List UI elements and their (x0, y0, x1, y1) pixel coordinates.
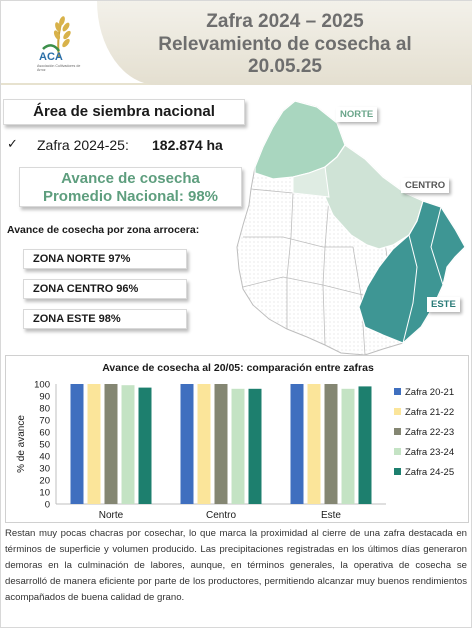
zafra-row: ✓ Zafra 2024-25: 182.874 ha (7, 136, 247, 156)
bar-norte-2 (87, 384, 101, 504)
y-tick-label: 70 (39, 416, 50, 427)
bar-norte-4 (121, 385, 135, 504)
avance-line-1: Avance de cosecha (61, 170, 200, 187)
zona-centro-box: ZONA CENTRO 96% (23, 279, 187, 299)
bar-centro-1 (180, 384, 194, 504)
bar-centro-5 (248, 388, 262, 504)
zona-norte-box: ZONA NORTE 97% (23, 249, 187, 269)
bar-centro-4 (231, 388, 245, 504)
bar-este-2 (307, 384, 321, 504)
x-tick-label: Centro (206, 510, 236, 521)
bar-este-3 (324, 384, 338, 504)
logo-subtext: Asociación Cultivadores de Arroz (37, 64, 81, 72)
legend-swatch (394, 428, 401, 435)
bar-centro-2 (197, 384, 211, 504)
legend-label: Zafra 21-22 (405, 407, 454, 418)
x-tick-label: Norte (99, 510, 124, 521)
legend-label: Zafra 22-23 (405, 427, 454, 438)
map-label-este: ESTE (427, 297, 460, 312)
header-band (97, 1, 472, 85)
page-title-line-3: 20.05.25 (248, 56, 322, 77)
uruguay-map (236, 100, 466, 356)
chart-panel: Avance de cosecha al 20/05: comparación … (5, 355, 469, 523)
legend-label: Zafra 24-25 (405, 467, 454, 478)
y-tick-label: 90 (39, 392, 50, 403)
bar-norte-5 (138, 387, 152, 504)
legend-swatch (394, 408, 401, 415)
bar-norte-1 (70, 384, 84, 504)
legend-swatch (394, 448, 401, 455)
avance-line-2: Promedio Nacional: 98% (42, 188, 219, 205)
bar-norte-3 (104, 384, 118, 504)
map-label-centro: CENTRO (401, 178, 450, 193)
legend-swatch (394, 388, 401, 395)
chart-title: Avance de cosecha al 20/05: comparación … (102, 362, 374, 374)
page-title-line-2: Relevamiento de cosecha al (158, 34, 412, 55)
x-tick-label: Este (321, 510, 341, 521)
logo-text: ACA (39, 51, 63, 63)
bar-chart: Avance de cosecha al 20/05: comparación … (16, 362, 454, 521)
y-tick-label: 100 (34, 380, 50, 391)
zafra-label: Zafra 2024-25: (37, 137, 129, 153)
zona-heading: Avance de cosecha por zona arrocera: (7, 224, 200, 236)
header: ACA Asociación Cultivadores de Arroz Zaf… (1, 1, 472, 85)
y-axis-label: % de avance (16, 415, 27, 473)
map-label-norte: NORTE (336, 107, 378, 122)
legend-label: Zafra 23-24 (405, 447, 454, 458)
bar-este-1 (290, 384, 304, 504)
bar-centro-3 (214, 384, 228, 504)
y-tick-label: 0 (45, 500, 50, 511)
zona-este-box: ZONA ESTE 98% (23, 309, 187, 329)
y-tick-label: 80 (39, 404, 50, 415)
y-tick-label: 30 (39, 464, 50, 475)
check-icon: ✓ (7, 136, 18, 151)
page-title-line-1: Zafra 2024 – 2025 (206, 11, 364, 32)
y-tick-label: 10 (39, 488, 50, 499)
bar-este-4 (341, 388, 355, 504)
y-tick-label: 40 (39, 452, 50, 463)
summary-paragraph: Restan muy pocas chacras por cosechar, l… (5, 528, 467, 603)
legend-label: Zafra 20-21 (405, 387, 454, 398)
avance-promedio-box: Avance de cosecha Promedio Nacional: 98% (19, 167, 242, 207)
area-heading: Área de siembra nacional (3, 99, 245, 125)
y-tick-label: 20 (39, 476, 50, 487)
aca-logo-icon (42, 16, 71, 58)
legend-swatch (394, 468, 401, 475)
y-tick-label: 60 (39, 428, 50, 439)
zafra-value: 182.874 ha (152, 137, 223, 153)
bar-este-5 (358, 386, 372, 504)
y-tick-label: 50 (39, 440, 50, 451)
